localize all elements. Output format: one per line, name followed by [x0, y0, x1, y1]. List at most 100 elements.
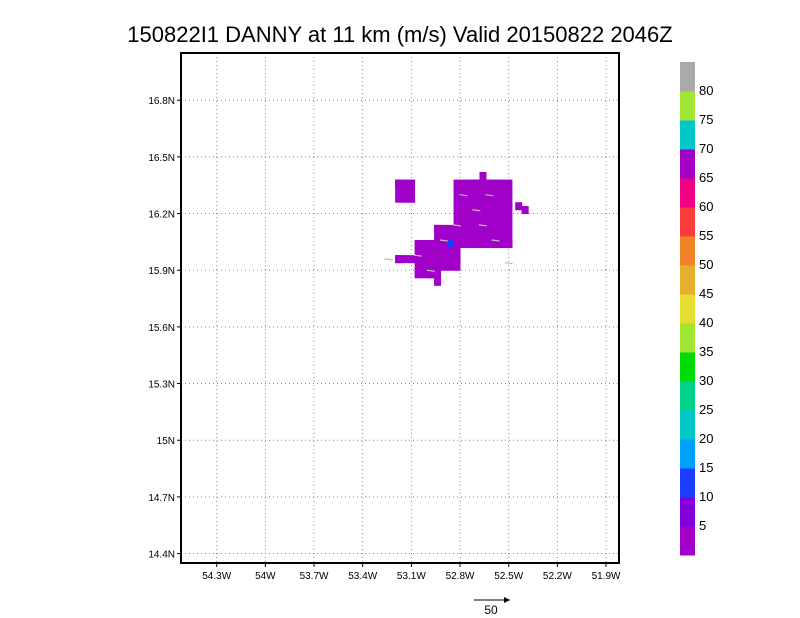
field-cell-94	[447, 255, 455, 264]
y-tick-label-5: 15.9N	[148, 266, 175, 277]
field-cell-66	[498, 217, 506, 226]
field-cell-91	[440, 232, 448, 241]
x-tick-label-4: 53.1W	[397, 571, 426, 582]
field-cell-117	[427, 255, 435, 264]
field-cell-17	[460, 179, 468, 188]
wind-vector-7	[413, 254, 422, 257]
field-cell-61	[492, 187, 500, 196]
field-cell-98	[447, 224, 455, 233]
field-cell-25	[466, 187, 474, 196]
x-axis-ticks: 54.3W 54W 53.7W 53.4W 53.1W 52.8W 52.5W 52.2W 51…	[202, 563, 621, 582]
field-cell-26	[466, 179, 474, 188]
field-cell-32	[473, 202, 480, 211]
colorbar-label-4: 25	[699, 402, 713, 417]
field-cell-114	[421, 240, 429, 249]
colorbar-segment-11	[680, 207, 695, 237]
field-cell-100	[453, 255, 461, 264]
field-cell-77	[505, 202, 513, 211]
field-cell-62	[492, 179, 500, 188]
colorbar-segment-5	[680, 381, 695, 411]
colorbar-segment-7	[680, 323, 695, 353]
field-cell-30	[473, 217, 480, 226]
colorbar-segment-3	[680, 439, 695, 469]
x-tick-label-0: 54.3W	[202, 571, 231, 582]
y-tick-label-0: 14.4N	[148, 550, 175, 561]
x-tick-label-1: 54W	[255, 571, 276, 582]
field-cell-50	[485, 202, 493, 211]
field-cell-79	[505, 187, 513, 196]
field-cell-119	[427, 240, 435, 249]
field-cell-87	[440, 262, 448, 271]
wind-field-cells	[395, 172, 529, 286]
wind-vector-5	[439, 239, 448, 242]
field-cell-36	[479, 240, 487, 249]
field-cell-55	[492, 232, 500, 241]
colorbar-label-2: 15	[699, 460, 713, 475]
field-cell-60	[492, 194, 500, 203]
colorbar-label-15: 80	[699, 83, 713, 98]
colorbar-segment-1	[680, 497, 695, 527]
field-cell-126	[401, 255, 409, 264]
wind-vector-9	[504, 262, 513, 265]
field-cell-113	[421, 247, 429, 256]
field-cell-89	[440, 247, 448, 256]
field-cell-10	[460, 232, 468, 241]
field-cell-59	[492, 202, 500, 211]
field-cell-109	[414, 240, 422, 249]
y-tick-label-3: 15.3N	[148, 380, 175, 391]
field-cell-51	[485, 194, 493, 203]
data-cell-13	[521, 206, 529, 215]
colorbar-segment-15	[680, 91, 695, 121]
field-cell-23	[466, 202, 474, 211]
field-cell-53	[485, 179, 493, 188]
field-cell-39	[479, 217, 487, 226]
colorbar-label-14: 75	[699, 112, 713, 127]
colorbar-segment-2	[680, 468, 695, 498]
field-cell-127	[408, 255, 416, 264]
data-cell-6	[434, 224, 442, 233]
colorbar-segment-0	[680, 526, 695, 556]
field-cell-105	[414, 270, 422, 279]
field-cell-56	[492, 224, 500, 233]
field-cell-65	[498, 224, 506, 233]
colorbar-segment-9	[680, 265, 695, 295]
field-cell-34	[473, 187, 480, 196]
field-cell-99	[453, 262, 461, 271]
colorbar-segment-12	[680, 178, 695, 208]
field-cell-102	[453, 240, 461, 249]
field-cell-9	[460, 240, 468, 249]
field-cell-118	[427, 247, 435, 256]
x-tick-label-8: 51.9W	[592, 571, 621, 582]
colorbar-segment-4	[680, 410, 695, 440]
colorbar-segment-10	[680, 236, 695, 266]
field-cell-70	[498, 187, 506, 196]
data-cell-1	[395, 179, 403, 188]
field-cell-68	[498, 202, 506, 211]
field-cell-57	[492, 217, 500, 226]
wind-vector-10	[426, 269, 435, 272]
y-tick-label-4: 15.6N	[148, 323, 175, 334]
data-cell-12	[515, 202, 523, 211]
data-cell-9	[427, 270, 435, 279]
colorbar-label-6: 35	[699, 344, 713, 359]
field-cell-12	[460, 217, 468, 226]
field-cell-74	[505, 224, 513, 233]
colorbar-label-9: 50	[699, 257, 713, 272]
field-cell-63	[498, 240, 506, 249]
field-cell-41	[479, 202, 487, 211]
field-cell-103	[453, 232, 461, 241]
wind-vector-2	[472, 209, 481, 212]
y-tick-label-6: 16.2N	[148, 210, 175, 221]
field-cell-73	[505, 232, 513, 241]
field-cell-97	[447, 232, 455, 241]
colorbar-label-13: 70	[699, 141, 713, 156]
field-cell-120	[434, 270, 442, 279]
field-cell-104	[453, 224, 461, 233]
field-cell-132	[401, 194, 409, 203]
x-tick-label-3: 53.4W	[348, 571, 377, 582]
field-cell-69	[498, 194, 506, 203]
field-cell-40	[479, 209, 487, 218]
field-cell-108	[414, 247, 422, 256]
field-cell-128	[414, 255, 422, 264]
